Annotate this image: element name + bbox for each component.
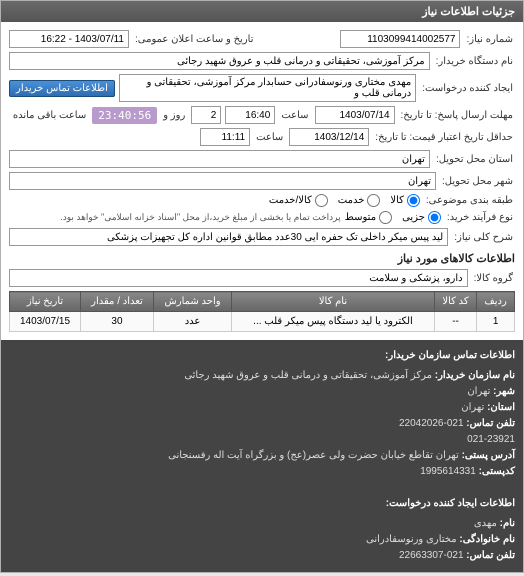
contact-province-label: استان: [487,402,515,413]
radio-medium-label: متوسط [345,212,376,223]
radio-medium[interactable]: متوسط [345,211,392,224]
th-unit: واحد شمارش [153,292,231,312]
req-name-value: مهدی [474,518,497,529]
validity-time-label: ساعت [254,132,285,143]
contact-province-value: تهران [461,402,484,413]
contact-postal-label: کدپستی: [479,466,515,477]
group-label: گروه کالا: [472,273,515,284]
req-phone-value: 021-22663307 [399,550,464,561]
buyer-label: نام دستگاه خریدار: [434,56,515,67]
validity-label: حداقل تاریخ اعتبار قیمت: تا تاریخ: [373,132,515,143]
deadline-label: مهلت ارسال پاسخ: تا تاریخ: [399,110,515,121]
org-label: نام سازمان خریدار: [435,370,515,381]
contact-phone2-value: 021-23921 [467,434,515,445]
radio-goods-input[interactable] [407,194,420,207]
th-row: ردیف [477,292,515,312]
contact-address-value: تهران تقاطع خیابان حضرت ولی عصر(عج) و بز… [168,450,459,461]
radio-both[interactable]: کالا/خدمت [269,194,328,207]
radio-goods[interactable]: کالا [390,194,420,207]
size-radio-group: جزیی متوسط [345,211,441,224]
td-qty: 30 [81,312,154,332]
need-number-label: شماره نیاز: [464,34,515,45]
radio-both-input[interactable] [315,194,328,207]
td-name: الکترود یا لید دستگاه پیس میکر قلب ... [232,312,435,332]
countdown-timer: 23:40:56 [92,107,157,124]
radio-service-label: خدمت [338,195,365,206]
td-unit: عدد [153,312,231,332]
validity-date-field: 1403/12/14 [289,128,369,146]
contact-info-button[interactable]: اطلاعات تماس خریدار [9,80,115,97]
th-code: کد کالا [434,292,476,312]
radio-both-label: کالا/خدمت [269,195,312,206]
radio-medium-input[interactable] [379,211,392,224]
desc-field: لید پیس میکر داخلی تک حفره ایی 30عدد مطا… [9,228,448,246]
goods-table: ردیف کد کالا نام کالا واحد شمارش تعداد /… [9,291,515,332]
req-phone-label: تلفن تماس: [466,550,515,561]
req-name-label: نام: [500,518,515,529]
contact-phone-label: تلفن تماس: [466,418,515,429]
radio-service[interactable]: خدمت [338,194,381,207]
days-count-field: 2 [191,106,221,124]
td-date: 1403/07/15 [10,312,81,332]
th-date: تاریخ نیاز [10,292,81,312]
td-row: 1 [477,312,515,332]
panel-title: جزئیات اطلاعات نیاز [1,1,523,22]
validity-time-field: 11:11 [200,128,250,146]
requester-field: مهدی مختاری ورنوسفادرانی حسابدار مرکز آم… [119,74,416,102]
remaining-label: ساعت باقی مانده [11,110,88,121]
days-label: روز و [161,110,187,121]
radio-small[interactable]: جزیی [402,211,441,224]
table-row: 1 -- الکترود یا لید دستگاه پیس میکر قلب … [10,312,515,332]
category-label: طبقه بندی موضوعی: [424,195,515,206]
contact-address-label: آدرس پستی: [462,450,515,461]
group-field: دارو، پزشکی و سلامت [9,269,468,287]
radio-small-label: جزیی [402,212,425,223]
radio-service-input[interactable] [367,194,380,207]
deadline-time-label: ساعت [279,110,310,121]
contact-requester-block: اطلاعات ایجاد کننده درخواست: نام: مهدی ن… [1,488,523,572]
radio-goods-label: کالا [390,195,404,206]
need-number-field: 1103099414002577 [340,30,460,48]
contact-city-value: تهران [467,386,490,397]
contact-phone-value: 021-22042026 [399,418,464,429]
th-qty: تعداد / مقدار [81,292,154,312]
contact-buyer-block: اطلاعات تماس سازمان خریدار: نام سازمان خ… [1,340,523,488]
contact-buyer-title: اطلاعات تماس سازمان خریدار: [9,348,515,364]
radio-small-input[interactable] [428,211,441,224]
contact-city-label: شهر: [493,386,515,397]
org-value: مرکز آموزشی، تحقیقاتی و درمانی قلب و عرو… [184,370,432,381]
announce-field: 1403/07/11 - 16:22 [9,30,129,48]
desc-label: شرح کلی نیاز: [452,232,515,243]
req-family-value: مختاری ورنوسفادرانی [366,534,457,545]
payment-note: پرداخت تمام یا بخشی از مبلغ خرید،از محل … [60,212,340,223]
city-label: شهر محل تحویل: [440,176,515,187]
goods-section-title: اطلاعات کالاهای مورد نیاز [9,252,515,265]
panel-body: شماره نیاز: 1103099414002577 تاریخ و ساع… [1,22,523,340]
deadline-date-field: 1403/07/14 [315,106,395,124]
announce-label: تاریخ و ساعت اعلان عمومی: [133,34,256,45]
th-name: نام کالا [232,292,435,312]
td-code: -- [434,312,476,332]
province-label: استان محل تحویل: [434,154,515,165]
deadline-time-field: 16:40 [225,106,275,124]
city-field: تهران [9,172,436,190]
req-family-label: نام خانوادگی: [459,534,515,545]
buyer-field: مرکز آموزشی، تحقیقاتی و درمانی قلب و عرو… [9,52,430,70]
requester-label: ایجاد کننده درخواست: [420,83,515,94]
contact-requester-title: اطلاعات ایجاد کننده درخواست: [9,496,515,512]
province-field: تهران [9,150,430,168]
contact-postal-value: 1995614331 [420,466,476,477]
size-label: نوع فرآیند خرید: [445,212,515,223]
category-radio-group: کالا خدمت کالا/خدمت [269,194,420,207]
